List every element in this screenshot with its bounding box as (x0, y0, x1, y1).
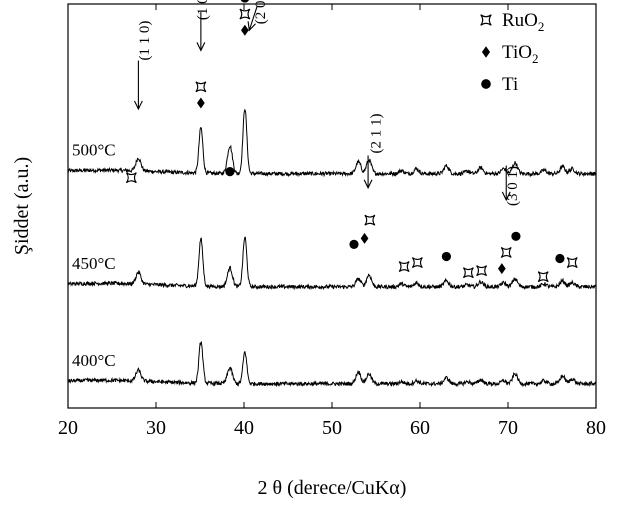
arrow-head (196, 42, 206, 52)
x-axis-label: 2 θ (derece/CuKα) (258, 477, 407, 499)
series-label: 450°C (72, 254, 116, 273)
y-axis-label: Şiddet (a.u.) (11, 157, 33, 255)
legend: RuO2 TiO2 Ti (480, 10, 544, 95)
ti-marker (511, 231, 521, 241)
plane-label: (1 1 0) (137, 21, 153, 61)
series-label: 500°C (72, 141, 116, 160)
plane-label: (1 0 1) (195, 0, 211, 20)
series-line-450°C (67, 236, 597, 291)
ruo2-marker (462, 267, 474, 279)
ti-marker (225, 167, 235, 177)
plane-label: (2 1 1) (368, 113, 384, 153)
ruo2-marker (125, 172, 137, 184)
x-tick-label: 30 (146, 417, 166, 439)
ruo2-marker (566, 257, 578, 269)
ti-marker (349, 239, 359, 249)
ruo2-marker (364, 214, 376, 226)
plane-label: (3 0 1) (505, 166, 521, 206)
ruo2-marker (476, 265, 488, 277)
arrow-head (501, 191, 511, 202)
ti-marker (441, 251, 451, 262)
tio2-marker (497, 263, 506, 275)
ruo2-marker (480, 14, 492, 26)
arrow-head (247, 21, 256, 32)
legend-label: RuO2 (502, 10, 544, 34)
ti-marker (555, 253, 565, 264)
series-line-400°C (67, 340, 597, 388)
diffraction-curves: 500°C 450°C 400°C (67, 108, 597, 388)
ruo2-marker (500, 247, 512, 258)
arrow-shaft (248, 5, 258, 31)
ruo2-marker (239, 8, 251, 20)
legend-label: Ti (502, 74, 518, 95)
legend-label: TiO2 (502, 42, 538, 66)
x-tick-label: 80 (586, 417, 606, 439)
x-axis-ticks: 20 30 40 50 60 70 80 (58, 4, 606, 439)
arrow-head (363, 179, 373, 190)
ruo2-marker (537, 271, 549, 283)
ti-marker (240, 0, 249, 3)
tio2-marker (197, 97, 205, 109)
x-tick-label: 70 (498, 417, 518, 439)
tio2-marker (481, 46, 491, 58)
ti-marker (481, 79, 491, 89)
series-label: 400°C (72, 351, 116, 370)
arrow-head (133, 100, 143, 111)
tio2-marker (360, 232, 369, 244)
ruo2-marker (398, 261, 410, 273)
x-tick-label: 50 (322, 417, 342, 439)
tio2-marker (241, 24, 249, 36)
ruo2-marker (195, 81, 207, 93)
x-tick-label: 60 (410, 417, 430, 439)
x-tick-label: 40 (234, 417, 254, 439)
x-tick-label: 20 (58, 417, 78, 439)
ruo2-marker (411, 257, 423, 269)
peak-annotations: (1 1 0)(1 0 1) (2 0 0)(2 1 1)(3 0 1) (125, 0, 578, 283)
series-line-500°C (67, 108, 597, 178)
